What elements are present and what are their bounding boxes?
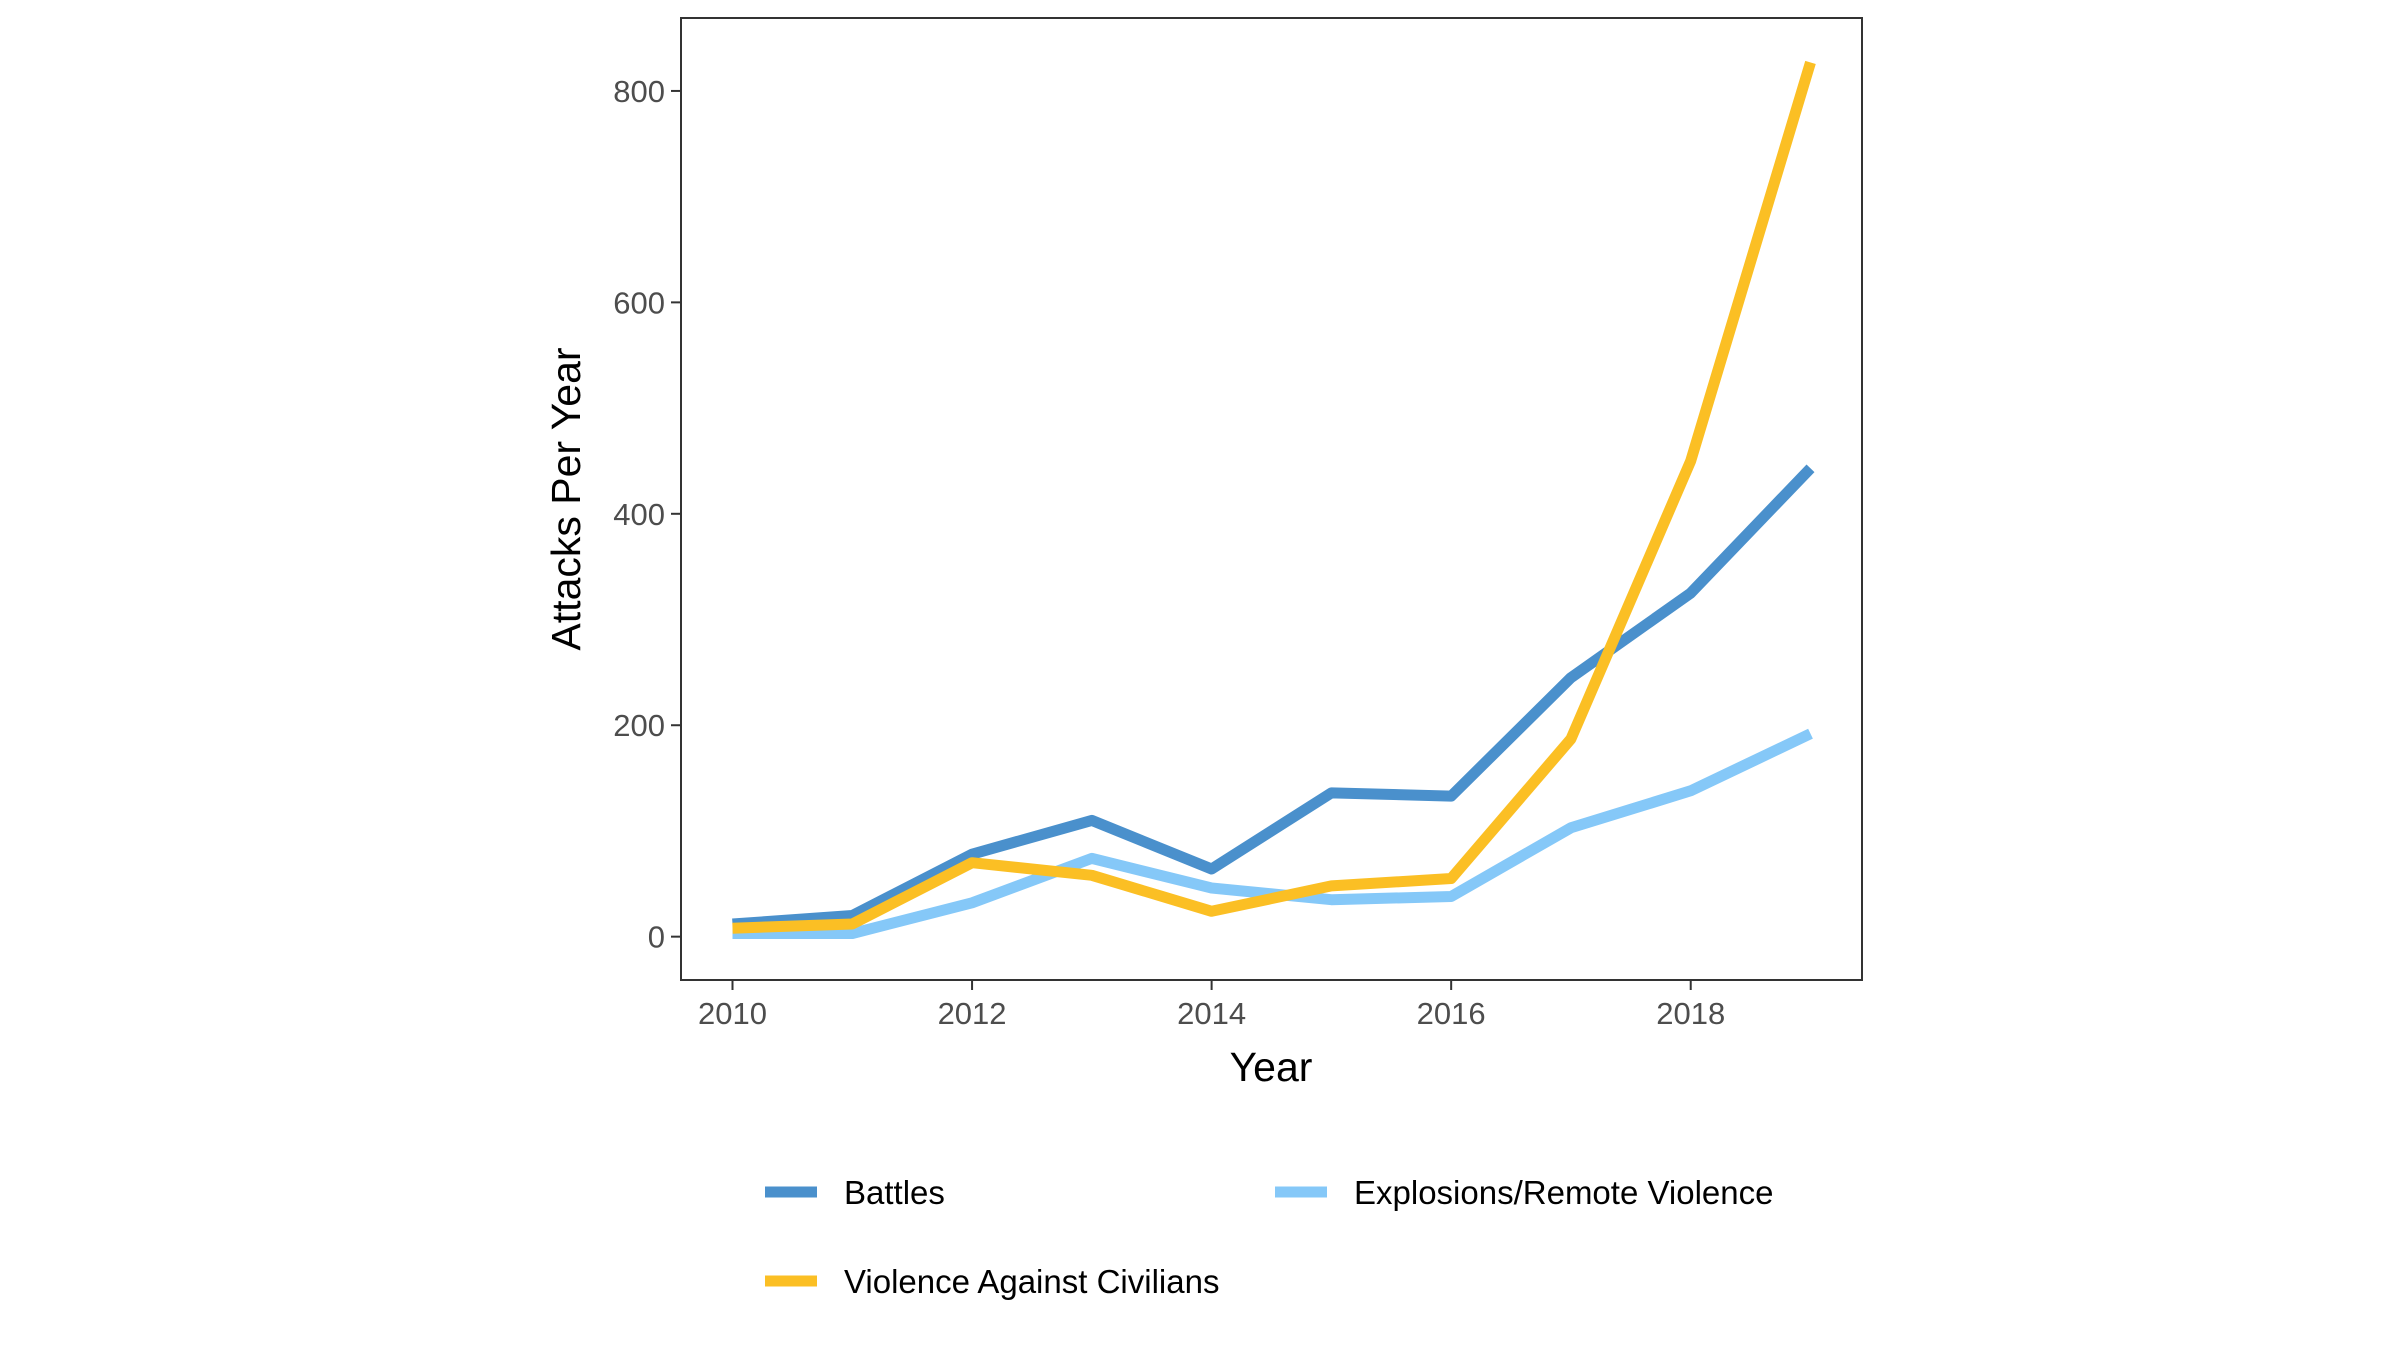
legend-label: Violence Against Civilians [844,1263,1219,1300]
plot-panel [680,17,1863,981]
x-axis-ticks: 2010 2012 2014 2016 2018 [698,980,1725,1031]
y-axis-ticks: 0 200 400 600 800 [613,74,681,955]
series-line-violence-against-civilians [732,60,1816,934]
x-axis-title: Year [1230,1044,1313,1090]
series-line-battles [732,464,1815,930]
legend: Battles Explosions/Remote Violence Violenc… [765,1174,1773,1300]
y-tick-label: 600 [613,285,665,320]
y-tick-label: 400 [613,497,665,532]
x-tick-label: 2010 [698,996,767,1031]
y-tick-label: 800 [613,74,665,109]
x-tick-label: 2014 [1177,996,1246,1031]
y-tick-label: 0 [648,920,665,955]
legend-label: Battles [844,1174,945,1211]
x-tick-label: 2016 [1417,996,1486,1031]
x-tick-label: 2012 [938,996,1007,1031]
y-axis-title: Attacks Per Year [543,347,589,650]
series-lines [732,60,1816,939]
y-tick-label: 200 [613,708,665,743]
legend-label: Explosions/Remote Violence [1354,1174,1773,1211]
x-tick-label: 2018 [1656,996,1725,1031]
